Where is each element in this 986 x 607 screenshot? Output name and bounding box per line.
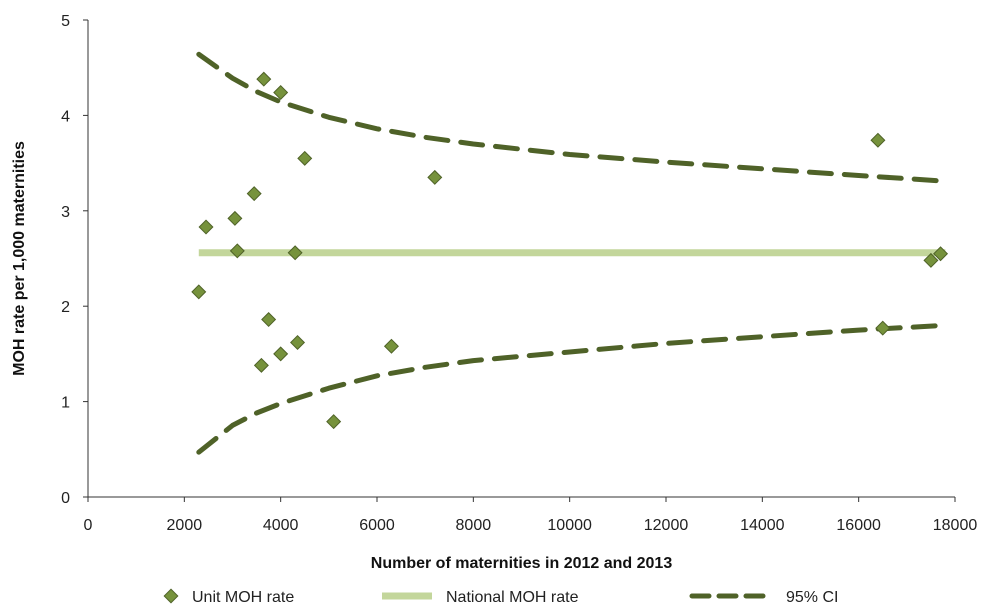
unit-rate-point [870,132,886,148]
unit-rate-point [273,85,289,100]
y-tick-label: 5 [61,13,70,30]
x-tick-label: 8000 [456,517,492,534]
legend-label-unit: Unit MOH rate [192,589,294,606]
x-tick-label: 4000 [263,517,299,534]
unit-rate-point [246,186,262,202]
unit-rate-point [287,245,303,261]
unit-rate-point [297,150,313,166]
x-tick-label: 2000 [167,517,203,534]
unit-rate-point [290,334,306,350]
legend-item-unit: Unit MOH rate [163,588,294,606]
unit-rate-point [261,312,277,328]
series-layer [191,51,949,455]
x-axis-title: Number of maternities in 2012 and 2013 [371,555,673,572]
unit-rate-point [933,246,949,262]
ci-upper-line [196,51,948,184]
x-tick-label: 18000 [933,517,978,534]
legend: Unit MOH rate National MOH rate 95% CI [163,588,838,606]
y-tick-label: 2 [61,299,70,316]
unit-rate-point [875,320,891,336]
y-tick-label: 4 [61,108,70,125]
x-tick-label: 0 [84,517,93,534]
y-tick-label: 1 [61,395,70,412]
unit-rate-point [256,71,272,87]
legend-marker-unit [163,588,179,604]
unit-rate-point [326,414,342,430]
unit-rate-point [923,252,939,268]
unit-rate-point [191,284,207,300]
unit-rate-point [198,219,214,235]
unit-rate-point [229,243,245,259]
axes [87,20,955,498]
legend-item-national: National MOH rate [382,589,579,606]
x-tick-label: 10000 [547,517,592,534]
x-tick-label: 6000 [359,517,395,534]
unit-rate-point [427,169,443,185]
x-tick-label: 12000 [644,517,689,534]
ci-lower-line [196,322,948,455]
ticks: 0 1 2 3 4 5 0 2000 4000 6000 8000 10000 12000 14000 16… [61,13,977,534]
x-tick-label: 16000 [836,517,881,534]
legend-item-ci: 95% CI [689,589,838,606]
legend-label-national: National MOH rate [446,589,579,606]
legend-label-ci: 95% CI [786,589,838,606]
x-tick-label: 14000 [740,517,785,534]
unit-rate-point [253,357,269,373]
y-tick-label: 3 [61,204,70,221]
y-axis-title: MOH rate per 1,000 maternities [11,141,28,376]
unit-rate-point [273,346,289,362]
y-tick-label: 0 [61,490,70,507]
unit-rate-point [227,210,243,226]
unit-rate-point [383,338,399,354]
